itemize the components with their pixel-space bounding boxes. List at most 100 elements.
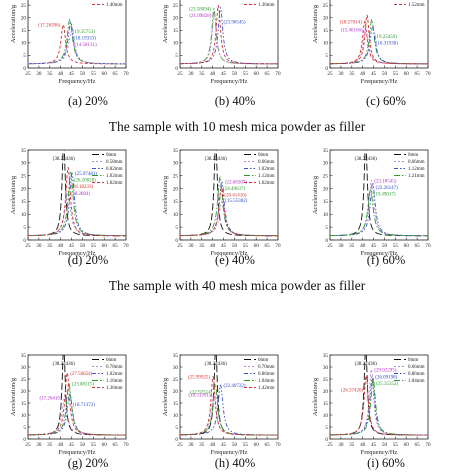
y-tick-label: 20 xyxy=(173,389,179,395)
x-tick-label: 40 xyxy=(58,442,64,448)
series-line xyxy=(330,14,428,65)
x-tick-label: 30 xyxy=(188,442,194,448)
plot-frame xyxy=(329,354,429,440)
peak-value-label: (38.22436) xyxy=(53,362,75,367)
y-tick-label: 25 xyxy=(21,3,27,9)
x-tick-label: 70 xyxy=(425,71,431,77)
peak-value-label: (38.22436) xyxy=(355,362,377,367)
series-group xyxy=(180,4,278,65)
legend-label: 1.62mm xyxy=(258,181,275,186)
sublabel-f: (f) 60% xyxy=(366,253,406,267)
x-tick-label: 45 xyxy=(69,243,75,249)
y-tick-label: 5 xyxy=(325,53,328,59)
y-tick-label: 10 xyxy=(173,413,179,419)
x-tick-label: 40 xyxy=(58,243,64,249)
x-tick-label: 65 xyxy=(265,243,271,249)
x-tick-label: 60 xyxy=(254,71,260,77)
series-group xyxy=(330,150,428,237)
x-tick-label: 65 xyxy=(113,243,119,249)
x-tick-label: 30 xyxy=(36,442,42,448)
x-tick-label: 35 xyxy=(349,442,355,448)
y-tick-label: 10 xyxy=(323,212,329,218)
peak-value-label: (18.19333) xyxy=(74,37,96,42)
chart-a: 2530354045505560657005101520253035Freque… xyxy=(10,0,129,85)
x-tick-label: 30 xyxy=(188,71,194,77)
legend-label: 0.86mm xyxy=(408,372,425,377)
sublabel-e: (e) 40% xyxy=(215,253,255,267)
series-line xyxy=(180,375,278,436)
sublabel-c: (c) 60% xyxy=(366,94,406,108)
y-tick-label: 15 xyxy=(21,28,27,34)
series-group xyxy=(28,18,126,65)
y-axis-label: Acceleration/g xyxy=(162,175,169,214)
chart-c: 2530354045505560657005101520253035Freque… xyxy=(312,0,431,85)
x-tick-label: 55 xyxy=(393,243,399,249)
legend-label: 0.58mm xyxy=(106,160,123,165)
legend-label: 1.02mm xyxy=(106,174,123,179)
x-tick-label: 50 xyxy=(382,442,388,448)
x-axis-label: Frequency/Hz xyxy=(361,78,398,85)
x-tick-label: 45 xyxy=(69,71,75,77)
x-tick-label: 65 xyxy=(415,71,421,77)
peak-value-label: (16.31938) xyxy=(376,41,398,46)
legend-label: 0mm xyxy=(106,358,116,363)
peak-value-label: (22.68307) xyxy=(225,181,247,186)
x-tick-label: 65 xyxy=(265,442,271,448)
x-tick-label: 25 xyxy=(327,442,333,448)
y-tick-label: 35 xyxy=(21,353,27,359)
y-tick-label: 10 xyxy=(21,413,27,419)
peak-value-label: (18.51391) xyxy=(188,394,210,399)
y-tick-label: 15 xyxy=(323,28,329,34)
series-group xyxy=(180,150,278,237)
y-tick-label: 5 xyxy=(325,225,328,231)
x-tick-label: 70 xyxy=(425,243,431,249)
y-tick-label: 25 xyxy=(21,377,27,383)
peak-value-label: (29.02295) xyxy=(374,368,396,373)
x-tick-label: 45 xyxy=(371,243,377,249)
x-tick-label: 60 xyxy=(404,243,410,249)
x-tick-label: 25 xyxy=(25,243,31,249)
x-tick-label: 30 xyxy=(36,243,42,249)
y-axis-label: Acceleration/g xyxy=(312,377,319,416)
peak-value-label: (38.22436) xyxy=(205,362,227,367)
x-tick-label: 45 xyxy=(69,442,75,448)
x-tick-label: 60 xyxy=(254,243,260,249)
y-tick-label: 0 xyxy=(325,66,328,72)
y-tick-label: 0 xyxy=(175,238,178,244)
x-tick-label: 60 xyxy=(102,243,108,249)
y-tick-label: 25 xyxy=(21,174,27,180)
y-tick-label: 5 xyxy=(23,225,26,231)
x-tick-label: 30 xyxy=(36,71,42,77)
chart-b: 2530354045505560657005101520253035Freque… xyxy=(162,0,281,85)
peak-value-label: (15.40166) xyxy=(341,28,363,33)
x-tick-label: 40 xyxy=(58,71,64,77)
y-tick-label: 10 xyxy=(21,212,27,218)
legend-label: 0.66mm xyxy=(258,160,275,165)
y-tick-label: 0 xyxy=(175,66,178,72)
peak-value-label: (23.58094) xyxy=(189,8,211,13)
y-tick-label: 20 xyxy=(21,186,27,192)
legend-label: 1.52mm xyxy=(408,3,425,8)
y-tick-label: 5 xyxy=(175,53,178,59)
x-tick-label: 30 xyxy=(338,71,344,77)
x-tick-label: 55 xyxy=(243,243,249,249)
peak-value-label: (19.25459) xyxy=(375,35,397,40)
x-tick-label: 30 xyxy=(188,243,194,249)
x-tick-label: 50 xyxy=(232,442,238,448)
x-tick-label: 40 xyxy=(210,71,216,77)
series-line xyxy=(28,192,126,237)
x-tick-label: 30 xyxy=(338,442,344,448)
peak-value-label: (25.35352) xyxy=(376,382,398,387)
x-tick-label: 50 xyxy=(382,243,388,249)
x-tick-label: 50 xyxy=(232,243,238,249)
y-tick-label: 20 xyxy=(323,186,329,192)
x-tick-label: 40 xyxy=(210,442,216,448)
y-tick-label: 25 xyxy=(173,377,179,383)
x-tick-label: 70 xyxy=(275,71,281,77)
peak-value-label: (28.18233) xyxy=(71,185,93,190)
y-tick-label: 0 xyxy=(23,66,26,72)
x-tick-label: 50 xyxy=(80,71,86,77)
x-tick-label: 55 xyxy=(393,71,399,77)
peak-value-label: (18.57614) xyxy=(340,20,362,25)
